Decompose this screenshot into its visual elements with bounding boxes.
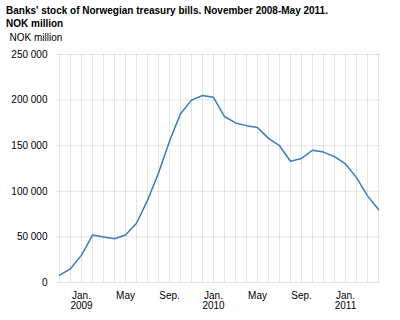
svg-text:Jan.2010: Jan.2010 <box>202 290 225 311</box>
html-text:NOK million: NOK million <box>6 18 64 29</box>
svg-text:150 000: 150 000 <box>11 140 48 151</box>
svg-text:May: May <box>248 290 267 301</box>
svg-text:Sep.: Sep. <box>291 290 312 301</box>
html-text:Banks' stock of Norwegian trea: Banks' stock of Norwegian treasury bills… <box>6 5 328 16</box>
svg-text:Jan.2009: Jan.2009 <box>70 290 93 311</box>
svg-text:Jan.2011: Jan.2011 <box>335 290 357 311</box>
svg-text:200 000: 200 000 <box>11 94 48 105</box>
svg-text:Sep.: Sep. <box>159 290 180 301</box>
svg-text:250 000: 250 000 <box>11 49 48 60</box>
svg-text:May: May <box>116 290 135 301</box>
svg-text:NOK million: NOK million <box>10 32 63 43</box>
svg-text:100 000: 100 000 <box>11 186 48 197</box>
svg-text:0: 0 <box>42 277 48 288</box>
svg-text:50 000: 50 000 <box>17 231 48 242</box>
